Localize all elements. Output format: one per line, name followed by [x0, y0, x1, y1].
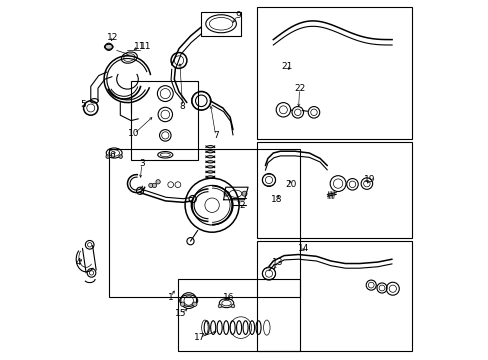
Circle shape: [148, 183, 153, 188]
Text: 3: 3: [139, 159, 144, 168]
Text: 14: 14: [297, 244, 308, 253]
Text: 2: 2: [239, 201, 244, 210]
Circle shape: [242, 191, 246, 196]
Bar: [109, 149, 300, 297]
Text: 21: 21: [281, 62, 292, 71]
Bar: [257, 142, 411, 238]
Circle shape: [224, 191, 228, 196]
Text: 8: 8: [179, 102, 185, 111]
Text: 13: 13: [271, 258, 283, 266]
Circle shape: [192, 302, 197, 306]
Text: 11: 11: [133, 42, 145, 51]
Circle shape: [106, 155, 109, 158]
Circle shape: [119, 155, 122, 158]
Text: 12: 12: [106, 33, 118, 42]
Circle shape: [152, 183, 156, 188]
Circle shape: [231, 304, 234, 308]
Bar: [257, 7, 411, 139]
Circle shape: [105, 43, 112, 50]
Text: 9: 9: [235, 10, 241, 19]
Text: 11: 11: [140, 42, 151, 51]
Text: 16: 16: [223, 292, 234, 302]
Text: 6: 6: [109, 152, 115, 161]
Text: 22: 22: [293, 85, 305, 94]
Bar: [257, 241, 411, 351]
Text: 7: 7: [212, 131, 218, 140]
Text: 5: 5: [80, 100, 86, 109]
Text: 1: 1: [167, 292, 173, 302]
Circle shape: [180, 302, 184, 306]
Circle shape: [218, 304, 222, 308]
Text: 17: 17: [193, 333, 205, 342]
Text: 15: 15: [175, 309, 186, 318]
Text: 10: 10: [128, 129, 140, 138]
Text: 4: 4: [75, 258, 81, 267]
Bar: [201, 12, 241, 36]
Bar: [131, 81, 197, 160]
Text: 19: 19: [363, 175, 375, 184]
Bar: [178, 279, 300, 351]
Text: 20: 20: [285, 180, 296, 189]
Circle shape: [156, 180, 160, 184]
Text: 18: 18: [270, 194, 282, 203]
